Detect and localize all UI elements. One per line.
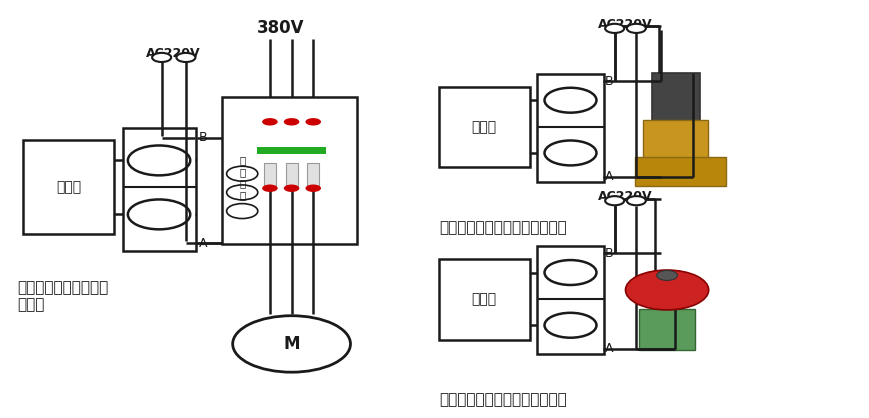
Circle shape xyxy=(262,118,278,125)
Text: AC220V: AC220V xyxy=(598,190,653,203)
Text: B: B xyxy=(199,131,208,144)
Bar xyxy=(264,163,276,186)
Text: 水位控制器与三相水泵: 水位控制器与三相水泵 xyxy=(17,280,109,296)
Text: A: A xyxy=(199,237,208,250)
Text: 启
动
线
圈: 启 动 线 圈 xyxy=(239,155,245,200)
Circle shape xyxy=(626,270,708,310)
Circle shape xyxy=(305,184,321,192)
Bar xyxy=(439,259,530,340)
Circle shape xyxy=(284,118,299,125)
Text: 的连接: 的连接 xyxy=(17,297,44,312)
Circle shape xyxy=(227,204,258,219)
Text: 继电器: 继电器 xyxy=(56,180,81,194)
Text: 380V: 380V xyxy=(256,19,304,37)
Text: M: M xyxy=(283,335,300,353)
Circle shape xyxy=(605,24,624,33)
Text: 继电器: 继电器 xyxy=(472,120,497,134)
Text: 继电器: 继电器 xyxy=(472,292,497,306)
Circle shape xyxy=(176,53,196,62)
Circle shape xyxy=(233,316,350,372)
Circle shape xyxy=(605,196,624,205)
Bar xyxy=(439,87,530,168)
Circle shape xyxy=(545,88,596,113)
Bar xyxy=(257,147,326,154)
Bar xyxy=(307,163,319,186)
Bar xyxy=(222,97,356,244)
Text: B: B xyxy=(605,74,614,88)
Bar xyxy=(286,163,298,186)
Text: AC220V: AC220V xyxy=(598,18,653,31)
Circle shape xyxy=(627,24,646,33)
Circle shape xyxy=(227,166,258,181)
Bar xyxy=(537,246,604,354)
Text: B: B xyxy=(605,247,614,260)
Bar xyxy=(23,140,114,234)
Bar xyxy=(652,73,700,122)
Circle shape xyxy=(284,184,299,192)
Text: 水位控制器与交流电磁阀的连接: 水位控制器与交流电磁阀的连接 xyxy=(439,220,567,235)
Circle shape xyxy=(262,184,278,192)
Circle shape xyxy=(545,260,596,285)
Circle shape xyxy=(128,145,190,176)
Circle shape xyxy=(227,185,258,200)
Circle shape xyxy=(657,270,678,280)
Text: 水位控制器与交流报警器的连接: 水位控制器与交流报警器的连接 xyxy=(439,393,567,408)
Circle shape xyxy=(152,53,171,62)
Circle shape xyxy=(545,140,596,166)
Circle shape xyxy=(627,196,646,205)
Bar xyxy=(537,74,604,182)
Text: A: A xyxy=(605,342,614,355)
Bar xyxy=(634,157,726,186)
Text: A: A xyxy=(605,170,614,183)
Circle shape xyxy=(545,313,596,338)
Text: AC220V: AC220V xyxy=(146,47,200,60)
Circle shape xyxy=(128,199,190,229)
Circle shape xyxy=(305,118,321,125)
Bar xyxy=(643,120,708,178)
Bar xyxy=(639,308,695,350)
Bar xyxy=(123,128,196,250)
